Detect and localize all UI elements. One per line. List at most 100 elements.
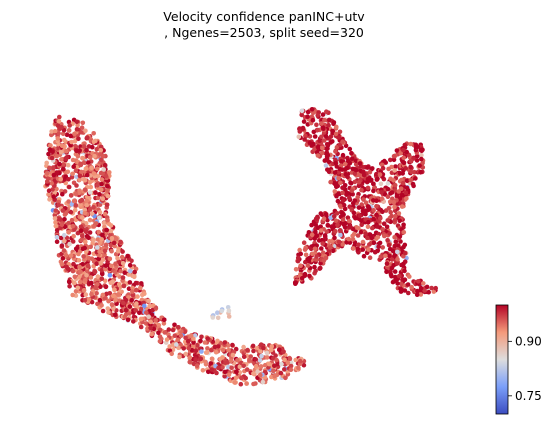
- scatter-point: [77, 279, 83, 285]
- scatter-point: [397, 218, 403, 224]
- scatter-point: [170, 327, 176, 333]
- scatter-point: [409, 284, 414, 290]
- scatter-point: [107, 291, 113, 296]
- scatter-point: [78, 202, 83, 207]
- scatter-point: [419, 156, 424, 162]
- chart-title-line-1: Velocity confidence panINC+utv: [163, 9, 365, 24]
- scatter-point: [405, 282, 411, 287]
- scatter-point: [371, 240, 377, 246]
- scatter-point: [166, 327, 172, 332]
- scatter-point: [202, 340, 208, 345]
- scatter-point: [404, 149, 410, 155]
- scatter-point: [298, 263, 303, 269]
- scatter-point: [417, 163, 422, 168]
- scatter-point: [258, 348, 263, 354]
- scatter-point: [53, 208, 59, 213]
- scatter-point: [357, 161, 363, 166]
- scatter-point: [406, 290, 411, 296]
- scatter-point: [78, 130, 84, 135]
- scatter-point: [426, 289, 432, 295]
- scatter-point: [302, 271, 308, 277]
- scatter-point: [193, 357, 198, 363]
- scatter-point: [398, 151, 404, 156]
- scatter-point: [400, 180, 406, 186]
- scatter-point: [319, 121, 324, 126]
- scatter-point: [149, 312, 155, 317]
- scatter-point: [250, 343, 256, 349]
- scatter-point: [380, 245, 386, 250]
- scatter-point: [100, 232, 105, 238]
- scatter-point: [107, 170, 112, 175]
- scatter-point: [248, 354, 253, 359]
- scatter-point: [347, 195, 352, 201]
- scatter-point: [299, 276, 305, 281]
- scatter-point: [404, 178, 410, 183]
- scatter-point: [88, 275, 94, 280]
- scatter-point: [365, 165, 370, 170]
- scatter-point: [59, 222, 65, 227]
- scatter-point: [241, 363, 246, 369]
- scatter-point: [351, 210, 357, 216]
- scatter-point: [370, 225, 375, 231]
- scatter-point: [333, 229, 338, 234]
- scatter-point: [351, 246, 356, 251]
- scatter-point: [68, 253, 74, 258]
- scatter-point: [365, 224, 371, 229]
- scatter-point: [97, 152, 103, 157]
- scatter-point: [98, 187, 104, 193]
- scatter-point: [324, 229, 330, 234]
- scatter-point: [315, 127, 320, 133]
- scatter-point: [314, 122, 319, 128]
- scatter-point: [392, 204, 397, 210]
- scatter-point: [169, 351, 174, 357]
- scatter-point: [228, 358, 234, 364]
- scatter-point: [187, 359, 193, 365]
- scatter-point: [48, 143, 53, 148]
- scatter-point: [51, 172, 57, 178]
- scatter-point: [345, 158, 351, 164]
- scatter-point: [332, 214, 337, 219]
- scatter-point: [384, 224, 390, 230]
- scatter-point: [109, 302, 115, 308]
- scatter-point: [247, 357, 252, 363]
- scatter-point: [327, 117, 332, 123]
- scatter-point: [315, 225, 321, 230]
- scatter-point: [393, 164, 398, 169]
- scatter-point: [70, 292, 75, 298]
- scatter-point: [138, 306, 144, 312]
- scatter-point: [413, 176, 418, 181]
- scatter-point: [102, 162, 108, 168]
- scatter-point: [70, 157, 76, 163]
- scatter-point: [378, 254, 384, 260]
- scatter-point: [273, 353, 278, 358]
- scatter-point: [378, 181, 384, 187]
- scatter-point: [49, 155, 55, 161]
- scatter-point: [79, 169, 84, 175]
- scatter-point: [84, 202, 89, 208]
- scatter-point: [323, 133, 329, 139]
- scatter-point: [72, 207, 78, 213]
- scatter-point: [71, 234, 76, 239]
- scatter-point: [350, 166, 356, 172]
- scatter-point: [337, 129, 343, 135]
- scatter-point: [318, 228, 324, 233]
- scatter-point: [226, 347, 231, 353]
- scatter-point: [388, 157, 393, 163]
- scatter-point: [126, 286, 132, 292]
- scatter-point: [54, 186, 59, 192]
- scatter-point: [188, 333, 194, 339]
- scatter-point: [305, 109, 311, 115]
- scatter-point: [371, 208, 376, 213]
- scatter-point: [51, 194, 56, 199]
- scatter-point: [177, 354, 182, 360]
- scatter-point: [80, 120, 86, 126]
- scatter-point: [77, 273, 82, 279]
- scatter-point: [264, 355, 270, 360]
- scatter-point: [97, 297, 103, 303]
- scatter-point: [401, 155, 407, 161]
- scatter-point: [109, 248, 114, 254]
- scatter-point: [199, 349, 204, 354]
- scatter-point: [326, 169, 332, 174]
- scatter-point: [374, 203, 379, 209]
- scatter-point: [320, 241, 326, 246]
